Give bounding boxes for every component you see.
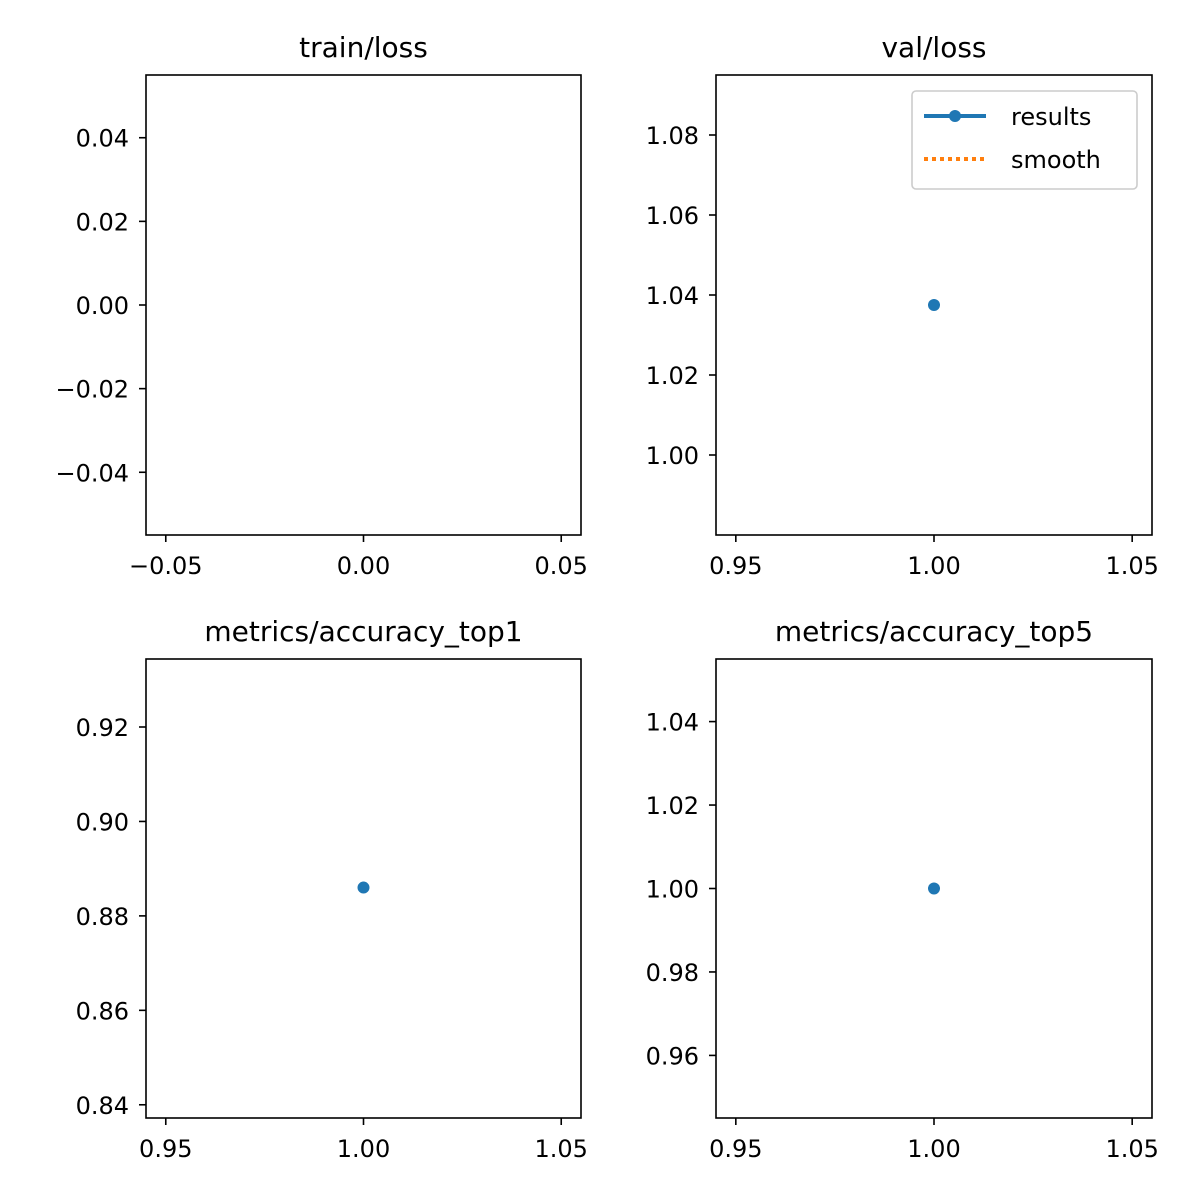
x-tick-label: −0.05 [129,552,203,580]
y-tick-label: 1.02 [646,362,699,390]
x-tick-label: 1.05 [1105,1135,1158,1163]
y-tick-label: 0.04 [76,125,129,153]
y-tick-label: 0.98 [646,959,699,987]
y-tick-label: −0.04 [55,459,129,487]
axes-frame [715,74,1153,536]
y-tick-label: 1.06 [646,202,699,230]
axes-frame [715,658,1153,1119]
y-tick-label: −0.02 [55,376,129,404]
subplot-title: train/loss [299,31,428,64]
x-tick-label: 1.00 [337,1135,390,1163]
y-tick-label: 1.08 [646,122,699,150]
subplot-title: val/loss [881,31,986,64]
subplot-title: metrics/accuracy_top1 [204,615,522,648]
y-tick-label: 1.00 [646,876,699,904]
y-tick-label: 0.00 [76,292,129,320]
y-tick-label: 1.00 [646,442,699,470]
subplot-2: val/loss 0.95 1.00 1.05 1.08 1.06 1.04 1.02 1.00… [646,31,1159,580]
y-tick-label: 0.88 [76,903,129,931]
x-tick-label: 0.95 [709,552,762,580]
data-point-results [357,881,370,894]
subplot-title: metrics/accuracy_top5 [775,615,1093,648]
x-tick-label: 0.95 [139,1135,192,1163]
x-tick-label: 1.00 [907,552,960,580]
legend-label-smooth: smooth [1011,146,1101,174]
y-tick-label: 0.96 [646,1042,699,1070]
x-tick-label: 0.05 [535,552,588,580]
x-tick-label: 1.05 [1105,552,1158,580]
y-tick-label: 0.86 [76,997,129,1025]
data-point-results [928,299,940,311]
y-tick-label: 1.04 [646,282,699,310]
x-tick-label: 0.00 [337,552,390,580]
y-tick-label: 0.90 [76,808,129,836]
subplot-1: train/loss −0.05 0.00 0.05 0.04 0.02 0.00 −0.02… [55,31,587,580]
axes-frame [145,74,582,536]
y-tick-label: 0.02 [76,208,129,236]
axes-frame [145,658,582,1119]
x-tick-label: 0.95 [709,1135,762,1163]
x-tick-label: 1.05 [535,1135,588,1163]
y-tick-label: 0.92 [76,714,129,742]
subplot-4: metrics/accuracy_top5 0.95 1.00 1.05 1.04 1.0… [646,615,1159,1163]
x-tick-label: 1.00 [907,1135,960,1163]
y-tick-label: 1.02 [646,792,699,820]
legend: results smooth [911,90,1138,190]
y-tick-label: 1.04 [646,709,699,737]
legend-label-results: results [1011,103,1091,131]
subplot-3: metrics/accuracy_top1 0.95 1.00 1.05 0.92 0.9… [76,615,588,1163]
y-tick-label: 0.84 [76,1092,129,1120]
legend-marker-results [949,110,961,122]
data-point-results [928,882,940,895]
